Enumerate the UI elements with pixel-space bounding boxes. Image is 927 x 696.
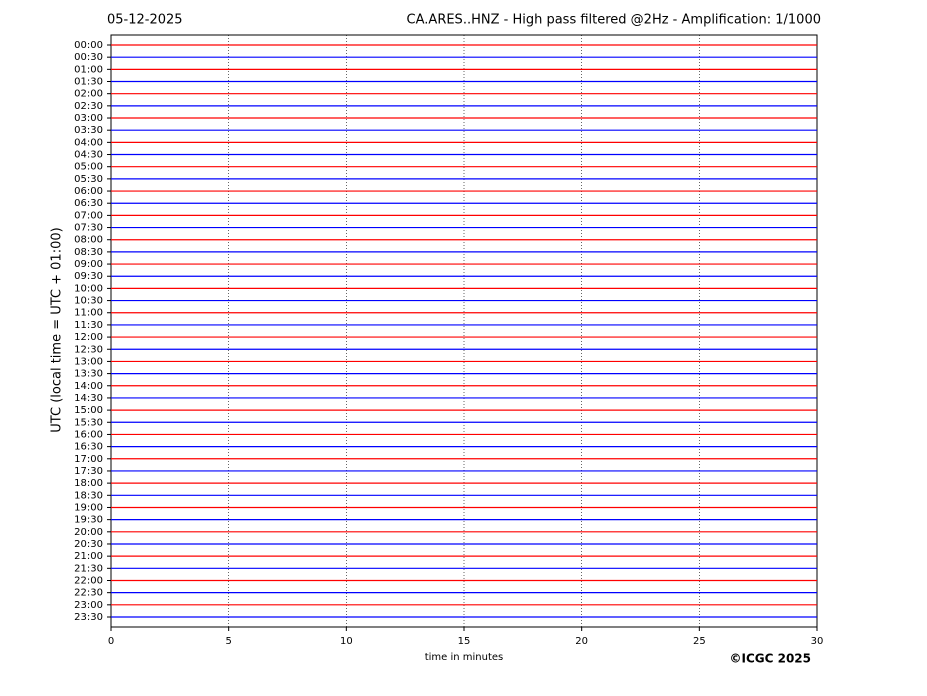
y-tick-label: 22:00 (74, 575, 103, 586)
y-tick-label: 10:30 (74, 296, 103, 307)
y-tick-label: 10:00 (74, 283, 103, 294)
y-tick-label: 08:30 (74, 247, 103, 258)
y-tick-label: 21:00 (74, 551, 103, 562)
y-tick-label: 15:30 (74, 417, 103, 428)
y-tick-label: 22:30 (74, 588, 103, 599)
y-tick-label: 04:30 (74, 150, 103, 161)
y-tick-label: 14:30 (74, 393, 103, 404)
y-tick-label: 11:30 (74, 320, 103, 331)
y-tick-label: 05:30 (74, 174, 103, 185)
y-tick-label: 14:00 (74, 381, 103, 392)
y-tick-label: 00:30 (74, 52, 103, 63)
y-tick-label: 03:30 (74, 125, 103, 136)
x-axis-label: time in minutes (425, 652, 504, 663)
y-tick-label: 05:00 (74, 162, 103, 173)
y-tick-label: 12:30 (74, 344, 103, 355)
copyright: ©ICGC 2025 (729, 652, 811, 666)
y-tick-label: 08:00 (74, 235, 103, 246)
y-tick-label: 11:00 (74, 308, 103, 319)
x-tick-label: 20 (575, 636, 588, 647)
y-tick-label: 15:00 (74, 405, 103, 416)
y-tick-label: 06:30 (74, 198, 103, 209)
y-tick-label: 07:30 (74, 223, 103, 234)
y-tick-label: 01:00 (74, 64, 103, 75)
plot-frame (111, 35, 817, 627)
date: 05-12-2025 (107, 13, 183, 28)
y-tick-label: 23:30 (74, 612, 103, 623)
y-tick-label: 09:30 (74, 271, 103, 282)
y-tick-label: 20:30 (74, 539, 103, 550)
y-tick-label: 03:00 (74, 113, 103, 124)
y-tick-label: 00:00 (74, 40, 103, 51)
x-tick-label: 30 (811, 636, 824, 647)
y-tick-label: 17:00 (74, 454, 103, 465)
y-tick-label: 19:00 (74, 502, 103, 513)
y-tick-label: 07:00 (74, 210, 103, 221)
y-tick-label: 04:00 (74, 137, 103, 148)
y-tick-label: 01:30 (74, 77, 103, 88)
x-tick-label: 15 (458, 636, 471, 647)
x-tick-label: 5 (225, 636, 231, 647)
y-tick-label: 18:00 (74, 478, 103, 489)
y-tick-label: 09:00 (74, 259, 103, 270)
y-tick-label: 19:30 (74, 515, 103, 526)
x-tick-label: 25 (693, 636, 706, 647)
y-tick-label: 12:00 (74, 332, 103, 343)
y-tick-label: 02:00 (74, 89, 103, 100)
y-tick-label: 06:00 (74, 186, 103, 197)
y-tick-label: 17:30 (74, 466, 103, 477)
chart: 05-12-2025 CA.ARES..HNZ - High pass filt… (0, 0, 927, 696)
chart-title: CA.ARES..HNZ - High pass filtered @2Hz -… (407, 13, 821, 28)
x-tick-label: 0 (108, 636, 114, 647)
y-tick-label: 20:00 (74, 527, 103, 538)
y-tick-label: 23:00 (74, 600, 103, 611)
y-tick-label: 13:30 (74, 369, 103, 380)
y-tick-label: 16:00 (74, 429, 103, 440)
y-tick-label: 02:30 (74, 101, 103, 112)
y-tick-label: 16:30 (74, 442, 103, 453)
y-tick-label: 13:00 (74, 356, 103, 367)
y-tick-label: 18:30 (74, 490, 103, 501)
y-tick-label: 21:30 (74, 563, 103, 574)
y-axis-label: UTC (local time = UTC + 01:00) (50, 227, 65, 432)
x-tick-label: 10 (340, 636, 353, 647)
